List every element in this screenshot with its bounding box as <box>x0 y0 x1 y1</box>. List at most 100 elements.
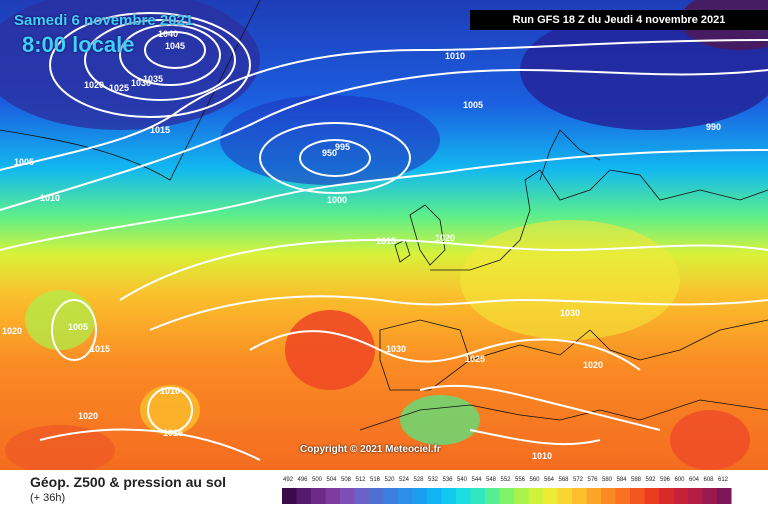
legend-subtitle: (+ 36h) <box>30 492 66 504</box>
ridge-mediterranean <box>670 410 750 470</box>
scale-swatch <box>485 488 500 504</box>
scale-label: 612 <box>718 477 729 483</box>
ridge-azores <box>140 385 200 435</box>
scale-swatch <box>354 488 369 504</box>
scale-swatch <box>296 488 311 504</box>
isobar-label: 1020 <box>84 80 104 90</box>
scale-label: 544 <box>472 477 483 483</box>
scale-swatch <box>673 488 688 504</box>
scale-swatch <box>456 488 471 504</box>
ridge-atlantic <box>285 310 375 390</box>
scale-label: 584 <box>617 477 628 483</box>
scale-label: 608 <box>704 477 715 483</box>
isobar-label: 1045 <box>165 41 185 51</box>
isobar-label: 1010 <box>445 51 465 61</box>
isobar-label: 1030 <box>386 344 406 354</box>
scale-swatch <box>514 488 529 504</box>
scale-swatch <box>717 488 732 504</box>
scale-label: 596 <box>660 477 671 483</box>
scale-swatch <box>369 488 384 504</box>
scale-label: 536 <box>443 477 454 483</box>
isobar-label: 1020 <box>2 326 22 336</box>
isobar-label: 1015 <box>163 428 183 438</box>
scale-label: 504 <box>327 477 338 483</box>
scale-label: 548 <box>486 477 497 483</box>
scale-swatch <box>383 488 398 504</box>
scale-swatch <box>470 488 485 504</box>
scale-label: 568 <box>559 477 570 483</box>
scale-label: 496 <box>298 477 309 483</box>
isobar-label: 1030 <box>131 78 151 88</box>
scale-label: 572 <box>573 477 584 483</box>
isobar-label: 1035 <box>143 74 163 84</box>
scale-label: 540 <box>457 477 468 483</box>
scale-label: 576 <box>588 477 599 483</box>
scale-swatch <box>601 488 616 504</box>
isobar-label: 1030 <box>560 308 580 318</box>
run-info: Run GFS 18 Z du Jeudi 4 novembre 2021 <box>470 10 768 30</box>
isobar-label: 990 <box>706 122 721 132</box>
scale-swatch <box>586 488 601 504</box>
scale-label: 520 <box>385 477 396 483</box>
scale-swatch <box>688 488 703 504</box>
scale-label: 556 <box>515 477 526 483</box>
scale-label: 516 <box>370 477 381 483</box>
isobar-label: 1010 <box>40 193 60 203</box>
isobars <box>0 12 768 461</box>
scale-swatch <box>441 488 456 504</box>
ridge-southwest <box>5 425 115 475</box>
scale-label: 492 <box>283 477 294 483</box>
trough-west <box>25 290 95 350</box>
scale-label: 500 <box>312 477 323 483</box>
scale-label: 564 <box>544 477 555 483</box>
scale-label: 560 <box>530 477 541 483</box>
scale-swatch <box>311 488 326 504</box>
isobar-label: 1025 <box>465 354 485 364</box>
isobar-label: 1005 <box>463 100 483 110</box>
scale-swatch <box>557 488 572 504</box>
low-greenland <box>0 0 260 130</box>
isobar-label: 1005 <box>68 322 88 332</box>
scale-swatch <box>630 488 645 504</box>
forecast-date: Samedi 6 novembre 2021 <box>14 12 194 29</box>
isobar-label: 1040 <box>158 29 178 39</box>
scale-label: 528 <box>414 477 425 483</box>
scale-label: 580 <box>602 477 613 483</box>
scale-swatch <box>528 488 543 504</box>
isobar-label: 1010 <box>160 386 180 396</box>
scale-label: 524 <box>399 477 410 483</box>
forecast-time: 8:00 locale <box>22 32 135 57</box>
scale-swatch <box>282 488 297 504</box>
scale-swatch <box>659 488 674 504</box>
scale-swatch <box>340 488 355 504</box>
ridge-central-europe <box>460 220 680 340</box>
legend-title: Géop. Z500 & pression au sol <box>30 474 227 490</box>
scale-label: 592 <box>646 477 657 483</box>
isobar-label: 1005 <box>14 157 34 167</box>
scale-label: 600 <box>675 477 686 483</box>
scale-swatch <box>398 488 413 504</box>
scale-swatch <box>644 488 659 504</box>
scale-swatch <box>412 488 427 504</box>
scale-swatch <box>325 488 340 504</box>
scale-label: 588 <box>631 477 642 483</box>
isobar-label: 1020 <box>583 360 603 370</box>
coastlines <box>0 0 768 431</box>
isobar-label: 950 <box>322 148 337 158</box>
scale-label: 508 <box>341 477 352 483</box>
isobar-label: 1015 <box>90 344 110 354</box>
isobar-label: 1015 <box>150 125 170 135</box>
isobar-label: 1000 <box>327 195 347 205</box>
scale-swatch <box>543 488 558 504</box>
scale-label: 552 <box>501 477 512 483</box>
isobar-label: 1010 <box>532 451 552 461</box>
scale-swatch <box>499 488 514 504</box>
scale-swatch <box>427 488 442 504</box>
scale-swatch <box>572 488 587 504</box>
trough-iberia <box>400 395 480 445</box>
isobar-label: 1015 <box>376 236 396 246</box>
isobar-label: 1025 <box>109 83 129 93</box>
